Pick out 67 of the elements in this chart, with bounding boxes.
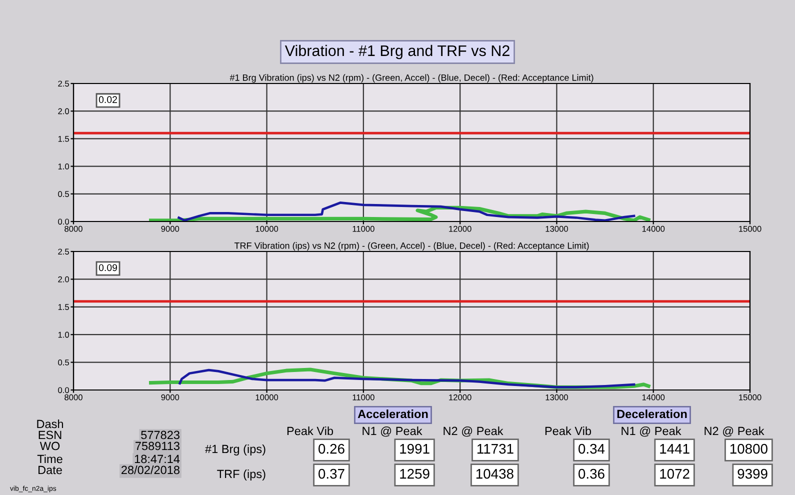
text: Peak Vib xyxy=(287,426,334,436)
text: 0.26 xyxy=(318,444,344,454)
text: 18:47:14 xyxy=(134,454,180,464)
x-tick-label: 14000 xyxy=(642,394,665,400)
text: 10800 xyxy=(730,444,768,454)
text: 11731 xyxy=(477,444,514,454)
x-tick-label: 8000 xyxy=(64,394,82,400)
text: Dash xyxy=(37,419,64,428)
x-tick-label: 10000 xyxy=(256,226,278,232)
line-series xyxy=(149,206,650,222)
x-tick-label: 13000 xyxy=(546,394,568,400)
y-tick-label: 0.0 xyxy=(58,218,70,225)
text: Date xyxy=(38,466,62,474)
y-tick-label: 2.0 xyxy=(58,108,70,114)
y-tick-label: 0.5 xyxy=(58,360,69,366)
text: 0.34 xyxy=(578,444,605,454)
x-tick-label: 9000 xyxy=(161,226,180,232)
x-tick-label: 10000 xyxy=(256,394,278,400)
x-tick-label: 15000 xyxy=(739,226,762,232)
text: Deceleration xyxy=(617,409,687,418)
y-tick-label: 1.5 xyxy=(58,304,69,310)
x-tick-label: 9000 xyxy=(161,394,180,400)
x-tick-label: 13000 xyxy=(546,226,568,232)
x-tick-label: 11000 xyxy=(352,226,374,232)
text: 1072 xyxy=(660,468,690,479)
y-tick-label: 2.0 xyxy=(58,276,70,282)
text: TRF (ips) xyxy=(217,469,266,481)
text: 577823 xyxy=(141,430,180,440)
text: 1441 xyxy=(660,444,690,454)
text: 7589113 xyxy=(136,442,180,450)
line-series xyxy=(178,368,636,388)
y-tick-label: 1.0 xyxy=(58,164,70,170)
text: Acceleration xyxy=(358,409,428,418)
y-tick-label: 2.5 xyxy=(58,248,69,255)
y-tick-label: 1.0 xyxy=(58,332,70,338)
line-series xyxy=(178,202,636,222)
text: 0.36 xyxy=(578,468,604,479)
chart-subtitle: #1 Brg Vibration (ips) vs N2 (rpm) - (Green, Accel) - (Blue, Decel) - (Red: Acceptance Limit) xyxy=(230,74,594,83)
x-tick-label: 12000 xyxy=(449,394,472,400)
chart-subtitle: TRF Vibration (ips) vs N2 (rpm) - (Green, Accel) - (Blue, Decel) - (Red: Acceptance Limit) xyxy=(234,242,589,251)
text: Time xyxy=(37,454,62,464)
text: 9399 xyxy=(738,468,768,479)
text: N1 @ Peak xyxy=(362,426,422,437)
x-tick-label: 14000 xyxy=(642,226,665,232)
y-tick-label: 1.5 xyxy=(58,136,69,142)
text: 1991 xyxy=(400,444,430,454)
text: #1 Brg (ips) xyxy=(205,444,266,456)
text: Peak Vib xyxy=(545,426,592,436)
y-tick-label: 2.5 xyxy=(58,80,69,87)
y-tick-label: 0.5 xyxy=(58,191,69,197)
x-tick-label: 11000 xyxy=(352,394,374,400)
chart-title: Vibration - #1 Brg and TRF vs N2 xyxy=(284,44,510,60)
text: 28/02/2018 xyxy=(122,465,180,474)
text: N2 @ Peak xyxy=(704,426,764,437)
text: N1 @ Peak xyxy=(622,426,682,437)
x-tick-label: 12000 xyxy=(449,226,472,232)
y-tick-label: 0.0 xyxy=(58,387,70,394)
text: ESN xyxy=(38,430,62,440)
annotation: 0.02 xyxy=(98,96,117,104)
text: 0.37 xyxy=(318,468,344,479)
text: 1259 xyxy=(400,468,430,479)
text: 10438 xyxy=(476,468,514,479)
text: N2 @ Peak xyxy=(444,426,504,437)
annotation: 0.09 xyxy=(98,264,118,272)
x-tick-label: 15000 xyxy=(739,394,762,400)
x-tick-label: 8000 xyxy=(64,226,82,232)
text: WO xyxy=(40,442,60,450)
